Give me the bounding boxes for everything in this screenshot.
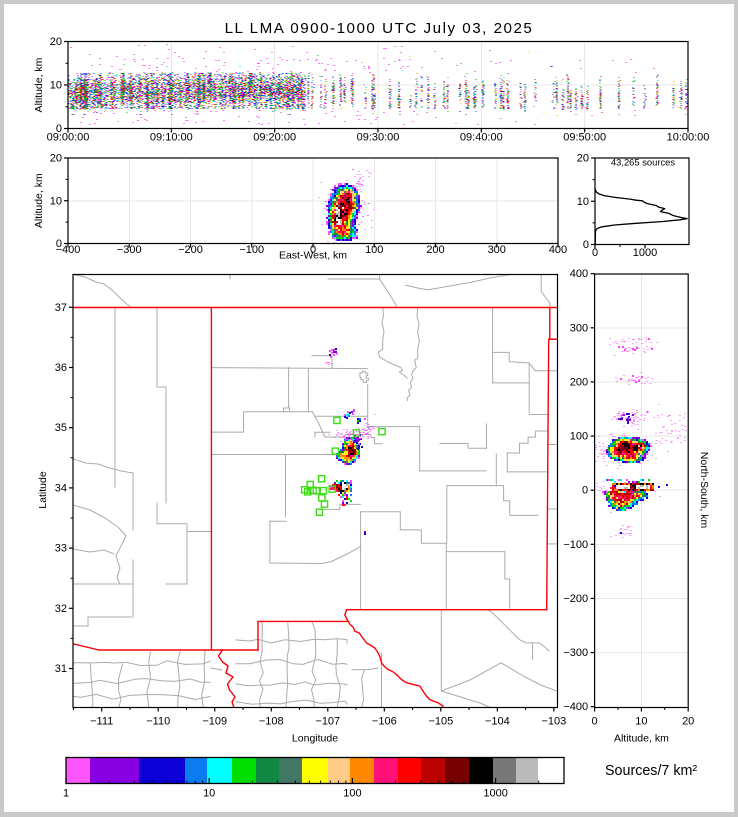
svg-text:0: 0 [592, 716, 598, 728]
svg-text:35: 35 [55, 422, 67, 434]
svg-text:10: 10 [50, 195, 62, 207]
svg-text:1: 1 [63, 788, 69, 800]
svg-text:20: 20 [50, 153, 62, 165]
svg-text:400: 400 [549, 244, 567, 256]
svg-text:Sources/7 km²: Sources/7 km² [605, 763, 697, 779]
svg-text:10: 10 [577, 196, 589, 208]
svg-text:200: 200 [426, 244, 444, 256]
svg-text:400: 400 [570, 268, 588, 280]
svg-text:10: 10 [50, 80, 62, 92]
svg-text:−400: −400 [563, 701, 588, 713]
svg-text:−111: −111 [90, 716, 113, 728]
svg-text:−109: −109 [202, 716, 227, 728]
svg-text:0: 0 [583, 239, 589, 251]
svg-text:10:00:00: 10:00:00 [667, 132, 710, 144]
svg-text:East-West, km: East-West, km [279, 250, 347, 262]
svg-text:−105: −105 [428, 716, 453, 728]
svg-text:−300: −300 [563, 647, 588, 659]
svg-text:North-South, km: North-South, km [698, 452, 710, 529]
svg-text:09:50:00: 09:50:00 [563, 132, 606, 144]
svg-text:1000: 1000 [483, 788, 507, 800]
svg-text:300: 300 [570, 322, 588, 334]
svg-text:09:30:00: 09:30:00 [357, 132, 400, 144]
svg-text:Altitude, km: Altitude, km [614, 733, 669, 745]
svg-text:100: 100 [365, 244, 383, 256]
svg-text:33: 33 [55, 543, 67, 555]
svg-text:Longitude: Longitude [292, 733, 338, 745]
svg-text:09:10:00: 09:10:00 [150, 132, 193, 144]
svg-text:20: 20 [50, 36, 62, 48]
svg-text:1000: 1000 [633, 247, 657, 259]
svg-text:−103: −103 [541, 716, 566, 728]
svg-text:−200: −200 [178, 244, 203, 256]
svg-text:100: 100 [570, 431, 588, 443]
svg-text:200: 200 [570, 376, 588, 388]
svg-text:Latitude: Latitude [37, 471, 49, 509]
svg-text:−108: −108 [259, 716, 284, 728]
svg-text:09:40:00: 09:40:00 [460, 132, 503, 144]
svg-text:−300: −300 [117, 244, 142, 256]
svg-text:−106: −106 [372, 716, 397, 728]
svg-text:0: 0 [310, 244, 316, 256]
svg-text:09:20:00: 09:20:00 [253, 132, 296, 144]
svg-text:09:00:00: 09:00:00 [47, 132, 90, 144]
svg-text:36: 36 [55, 362, 67, 374]
svg-text:−104: −104 [485, 716, 510, 728]
svg-text:0: 0 [56, 238, 62, 250]
svg-text:300: 300 [488, 244, 506, 256]
svg-text:−400: −400 [56, 244, 81, 256]
svg-text:20: 20 [682, 716, 694, 728]
svg-text:LL LMA 0900-1000 UTC July 03,: LL LMA 0900-1000 UTC July 03, 2025 [225, 20, 534, 37]
svg-text:Altitude, km: Altitude, km [33, 57, 45, 112]
svg-text:0: 0 [56, 123, 62, 135]
svg-text:−100: −100 [563, 539, 588, 551]
svg-text:37: 37 [55, 302, 67, 314]
svg-text:0: 0 [592, 247, 598, 259]
svg-text:Altitude, km: Altitude, km [33, 173, 45, 228]
svg-text:−100: −100 [239, 244, 264, 256]
svg-text:−107: −107 [315, 716, 340, 728]
svg-text:−200: −200 [563, 593, 588, 605]
svg-text:−110: −110 [146, 716, 170, 728]
svg-text:10: 10 [635, 716, 647, 728]
svg-text:0: 0 [582, 485, 588, 497]
svg-text:31: 31 [55, 663, 67, 675]
svg-text:34: 34 [55, 482, 67, 494]
svg-text:32: 32 [55, 603, 67, 615]
svg-text:100: 100 [343, 788, 361, 800]
svg-text:10: 10 [203, 788, 215, 800]
svg-text:20: 20 [577, 153, 589, 165]
svg-text:43,265 sources: 43,265 sources [611, 157, 675, 168]
